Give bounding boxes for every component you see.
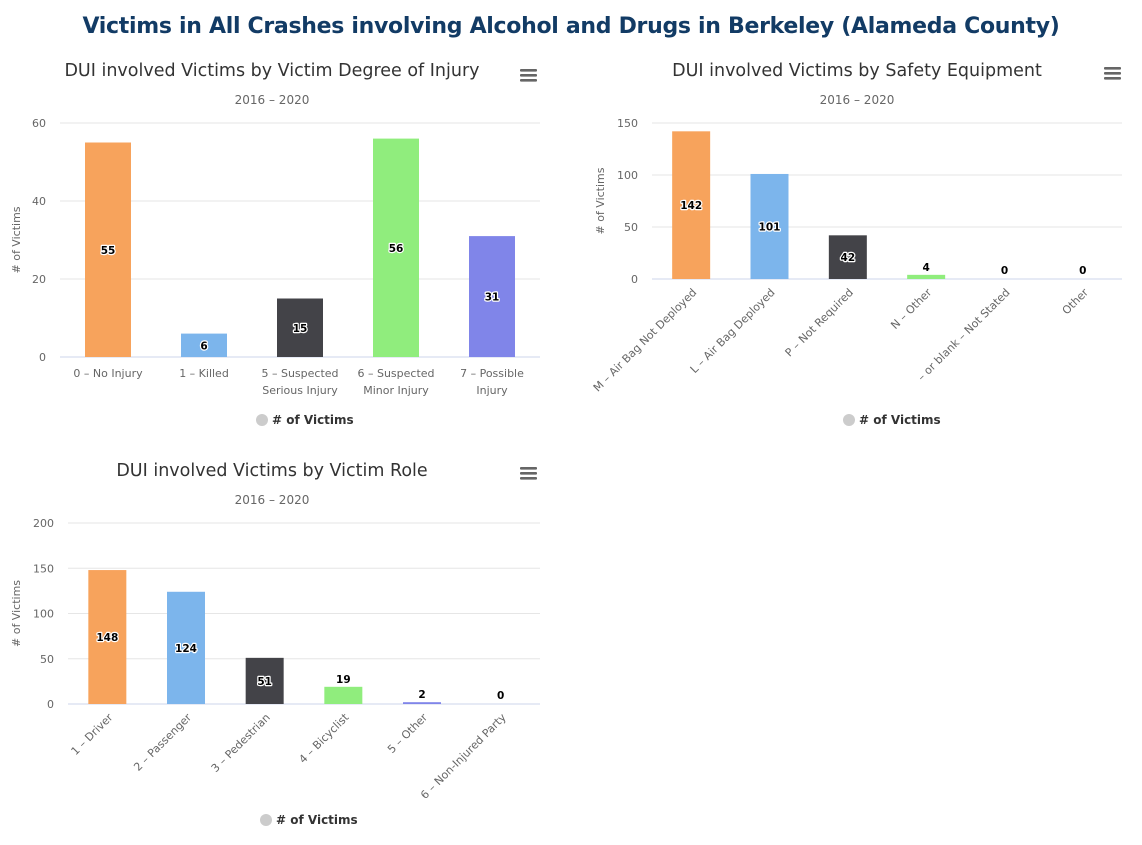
y-axis-label: # of Victims <box>10 580 23 647</box>
x-tick-label: 3 – Pedestrian <box>209 711 273 775</box>
x-tick-label: 1 – Driver <box>69 711 116 758</box>
x-tick-label: 6 – Suspected Minor Injury <box>357 367 434 397</box>
data-label: 4 <box>923 262 930 274</box>
chart-title: DUI involved Victims by Victim Role <box>116 461 427 481</box>
x-tick-label: M – Air Bag Not Deployed <box>591 286 699 394</box>
y-tick-label: 150 <box>617 117 638 130</box>
data-label: 0 <box>1079 265 1086 277</box>
data-label: 0 <box>497 690 504 702</box>
y-axis-label: # of Victims <box>10 206 23 273</box>
hamburger-menu-icon[interactable] <box>518 67 540 85</box>
hamburger-menu-icon[interactable] <box>1102 65 1124 83</box>
chart-victim-role: DUI involved Victims by Victim Role 2016 … <box>0 455 560 845</box>
data-label: 0 <box>1001 265 1008 277</box>
chart-subtitle: 2016 – 2020 <box>235 93 310 107</box>
data-label: 19 <box>336 674 351 686</box>
bar-p-not-required[interactable] <box>828 235 867 279</box>
chart-svg: DUI involved Victims by Safety Equipment… <box>591 61 1124 427</box>
bar-1-killed[interactable] <box>181 333 227 357</box>
legend-marker-icon <box>843 414 855 426</box>
data-label: 15 <box>293 323 308 335</box>
x-tick-label: 0 – No Injury <box>73 367 143 380</box>
x-tick-label: 2 – Passenger <box>131 711 194 774</box>
x-tick-label: 4 – Bicyclist <box>296 710 352 766</box>
data-label: 142 <box>680 200 702 212</box>
y-tick-label: 0 <box>631 273 638 286</box>
bar-0-no-injury[interactable] <box>85 142 131 358</box>
y-tick-label: 20 <box>32 273 46 286</box>
y-axis-label: # of Victims <box>594 167 607 234</box>
legend-marker-icon <box>256 414 268 426</box>
data-label: 55 <box>101 245 116 257</box>
y-tick-label: 0 <box>39 351 46 364</box>
bar-m-air-bag-not-deployed[interactable] <box>672 131 711 279</box>
y-tick-label: 40 <box>32 195 46 208</box>
chart-svg: DUI involved Victims by Victim Degree of… <box>10 61 540 427</box>
data-label: 56 <box>389 243 404 255</box>
y-tick-label: 60 <box>32 117 46 130</box>
data-label: 124 <box>175 643 197 655</box>
y-tick-label: 50 <box>624 221 638 234</box>
x-tick-label: P – Not Required <box>783 286 856 359</box>
page-title: Victims in All Crashes involving Alcohol… <box>82 14 1060 39</box>
chart-victim-degree-of-injury: DUI involved Victims by Victim Degree of… <box>0 55 560 445</box>
y-tick-label: 200 <box>33 517 54 530</box>
legend-label: # of Victims <box>276 813 358 827</box>
chart-title: DUI involved Victims by Safety Equipment <box>672 61 1042 81</box>
y-tick-label: 100 <box>617 169 638 182</box>
legend-marker-icon <box>260 814 272 826</box>
x-tick-label: L – Air Bag Deployed <box>688 286 778 376</box>
y-tick-label: 0 <box>47 698 54 711</box>
x-tick-label: N – Other <box>888 286 934 332</box>
data-label: 51 <box>257 676 272 688</box>
chart-subtitle: 2016 – 2020 <box>820 93 895 107</box>
bar-6-suspected-minor-injury[interactable] <box>373 138 419 357</box>
bar-7-possible-injury[interactable] <box>469 236 515 357</box>
legend-item[interactable]: # of Victims <box>843 413 941 427</box>
bar-l-air-bag-deployed[interactable] <box>750 173 789 279</box>
data-label: 148 <box>96 632 118 644</box>
chart-safety-equipment: DUI involved Victims by Safety Equipment… <box>570 55 1142 445</box>
hamburger-menu-icon[interactable] <box>518 465 540 483</box>
data-label: 2 <box>418 689 425 701</box>
x-tick-label: 1 – Killed <box>179 367 229 380</box>
bar-2-passenger[interactable] <box>167 591 205 704</box>
bar-4-bicyclist[interactable] <box>324 686 363 704</box>
bar-1-driver[interactable] <box>88 570 127 704</box>
x-tick-label: 5 – Other <box>385 711 430 756</box>
legend-label: # of Victims <box>272 413 354 427</box>
bar-3-pedestrian[interactable] <box>245 657 284 704</box>
data-label: 31 <box>485 292 500 304</box>
legend-item[interactable]: # of Victims <box>260 813 358 827</box>
chart-subtitle: 2016 – 2020 <box>235 493 310 507</box>
bar-n-other[interactable] <box>907 274 946 279</box>
data-label: 6 <box>200 340 207 352</box>
x-tick-label: 5 – Suspected Serious Injury <box>261 367 338 397</box>
x-tick-label: Other <box>1060 286 1092 318</box>
x-tick-label: – or blank – Not Stated <box>915 286 1013 384</box>
chart-title: DUI involved Victims by Victim Degree of… <box>64 61 479 81</box>
legend-item[interactable]: # of Victims <box>256 413 354 427</box>
bar-5-other[interactable] <box>403 702 441 704</box>
y-tick-label: 100 <box>33 608 54 621</box>
legend-label: # of Victims <box>859 413 941 427</box>
x-tick-label: 6 – Non-Injured Party <box>418 711 509 802</box>
chart-svg: DUI involved Victims by Victim Role 2016 … <box>10 461 540 827</box>
data-label: 42 <box>841 252 856 264</box>
y-tick-label: 150 <box>33 562 54 575</box>
y-tick-label: 50 <box>40 653 54 666</box>
bar-5-suspected-serious-injury[interactable] <box>277 298 323 358</box>
x-tick-label: 7 – Possible Injury <box>460 367 524 397</box>
data-label: 101 <box>759 221 781 233</box>
